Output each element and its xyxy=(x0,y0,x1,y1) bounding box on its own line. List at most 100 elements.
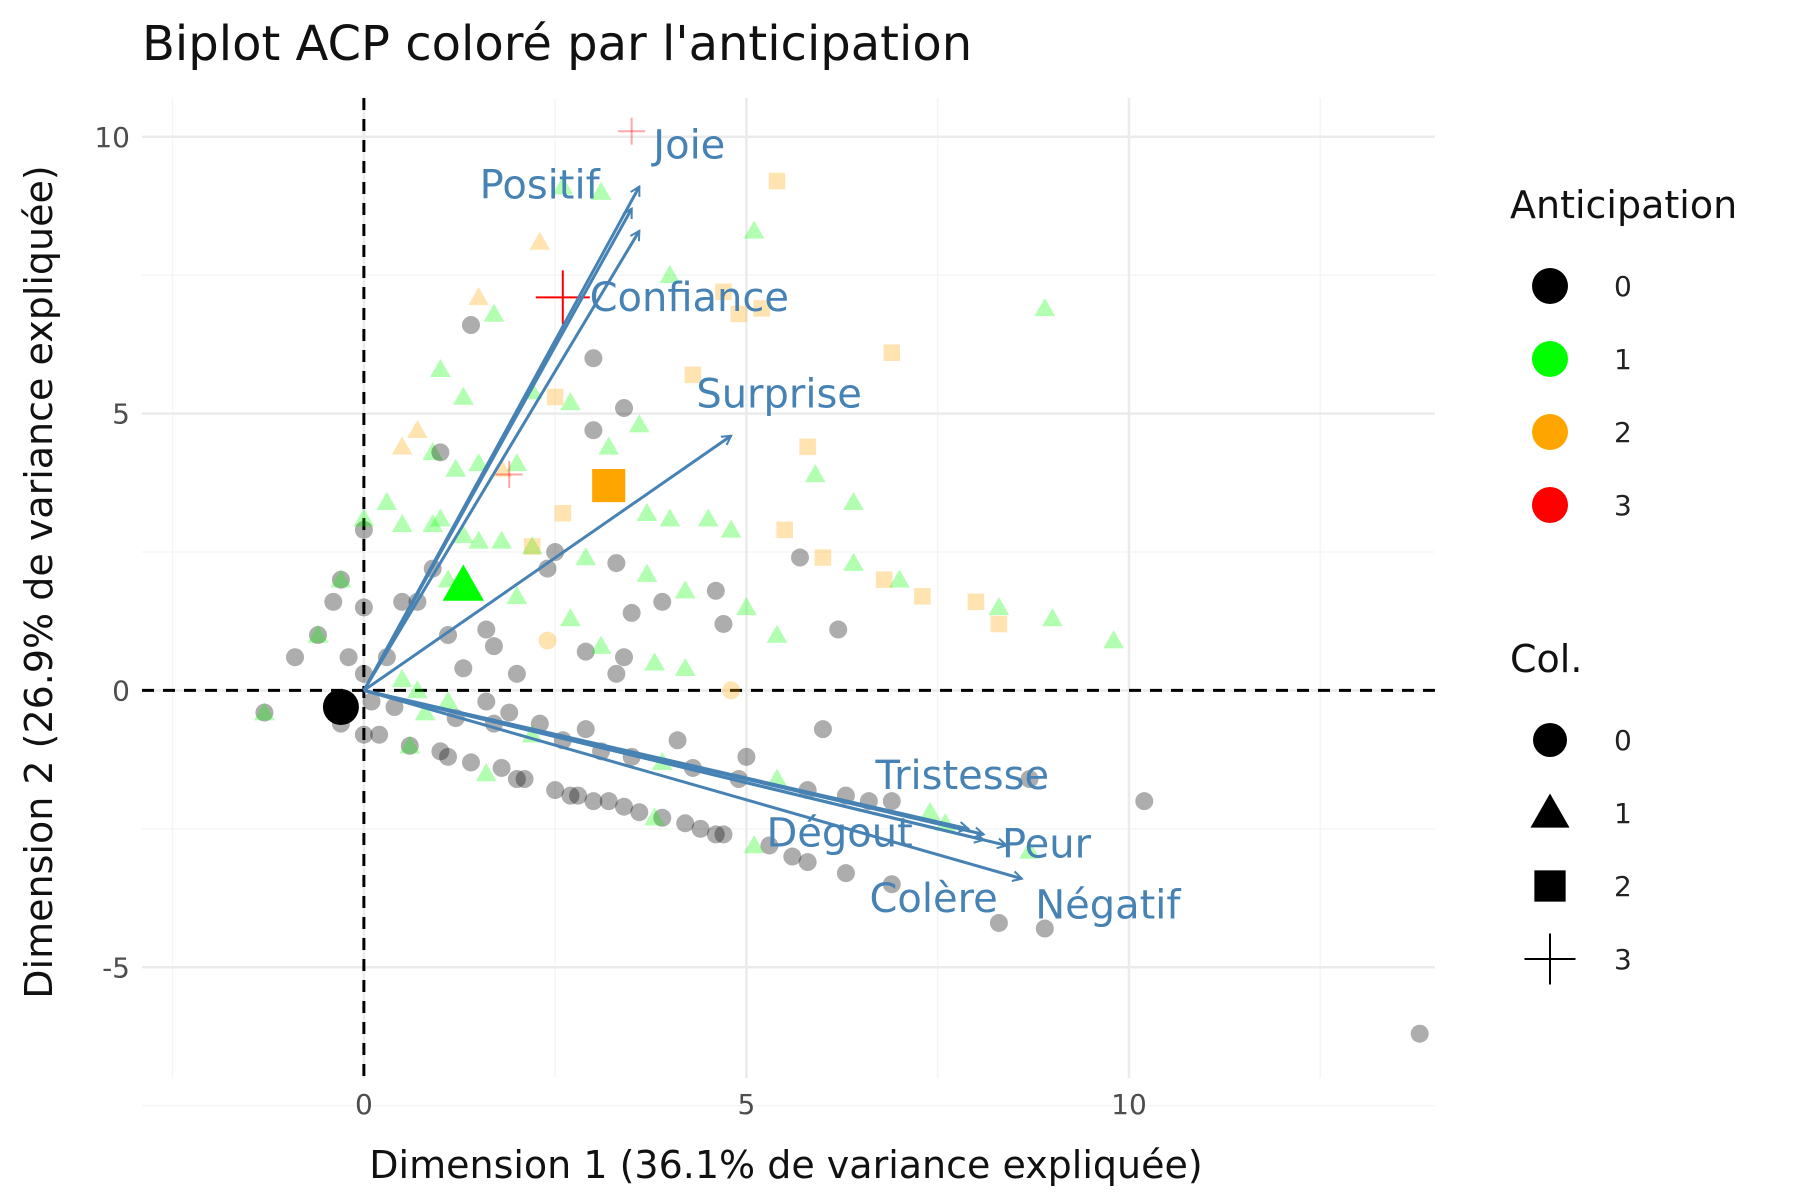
data-point xyxy=(330,569,352,588)
loading-arrow xyxy=(362,209,633,692)
data-point xyxy=(452,386,474,405)
data-point xyxy=(1034,298,1056,317)
data-point xyxy=(339,648,358,667)
data-point xyxy=(254,702,275,721)
data-point xyxy=(475,763,497,782)
legend-title: Col. xyxy=(1510,637,1582,681)
data-point xyxy=(1103,630,1125,649)
data-point xyxy=(1135,792,1154,811)
legend-key xyxy=(1532,341,1568,377)
data-point xyxy=(538,631,557,650)
data-point xyxy=(552,176,574,195)
data-point xyxy=(437,691,459,710)
data-point xyxy=(875,571,893,588)
data-point xyxy=(584,421,603,440)
data-point xyxy=(630,803,649,822)
data-point xyxy=(575,547,597,566)
data-point xyxy=(584,349,603,368)
data-point xyxy=(507,770,526,789)
data-point xyxy=(500,703,519,722)
data-point xyxy=(521,536,543,555)
legend-label: 2 xyxy=(1614,416,1632,449)
y-axis-title: Dimension 2 (26.9% de variance expliquée… xyxy=(17,165,61,998)
legend-key xyxy=(1532,268,1568,304)
data-point xyxy=(560,392,581,411)
data-point xyxy=(506,585,528,605)
data-point xyxy=(919,801,941,820)
data-point xyxy=(598,436,620,455)
loading-arrow xyxy=(363,688,984,839)
data-point xyxy=(422,442,444,461)
data-point xyxy=(783,847,802,866)
loading-label: Négatif xyxy=(1035,883,1181,929)
data-point xyxy=(391,436,413,455)
data-point xyxy=(590,635,612,654)
data-point xyxy=(507,664,526,683)
axis-ticks: 0 5 10 -5 0 5 10 xyxy=(94,121,1146,1121)
data-point xyxy=(391,669,413,688)
loading-arrow xyxy=(363,434,731,692)
data-point xyxy=(622,603,641,622)
data-point xyxy=(370,725,389,744)
legend-label: 0 xyxy=(1614,270,1632,303)
centroid-marker xyxy=(322,689,359,726)
data-point xyxy=(615,648,634,667)
data-point xyxy=(814,549,832,566)
data-point xyxy=(307,624,329,643)
loading-arrow xyxy=(362,231,641,692)
data-point xyxy=(452,525,474,544)
data-point xyxy=(813,720,832,739)
legend: Anticipation 0 1 2 3 Col. 0 1 2 3 xyxy=(1510,183,1737,985)
data-point xyxy=(720,519,742,538)
data-point xyxy=(674,580,696,599)
data-point xyxy=(1410,1024,1429,1043)
data-point xyxy=(1042,608,1063,627)
data-point xyxy=(576,642,595,661)
data-point xyxy=(714,825,733,844)
data-point xyxy=(569,786,588,805)
data-point xyxy=(615,399,634,418)
data-point xyxy=(393,592,412,611)
data-point xyxy=(308,626,327,645)
data-point xyxy=(776,521,793,539)
data-point xyxy=(766,768,788,787)
centroid-marker xyxy=(442,564,485,601)
data-point xyxy=(546,388,564,406)
loading-arrow xyxy=(363,688,1022,878)
y-tick-label: 0 xyxy=(112,674,130,707)
data-point xyxy=(560,608,581,627)
legend-key xyxy=(1533,723,1567,757)
data-point xyxy=(468,530,489,549)
data-point xyxy=(400,736,419,755)
data-point xyxy=(530,714,549,733)
data-point xyxy=(515,770,534,789)
data-point xyxy=(461,753,480,772)
data-point xyxy=(836,864,855,883)
data-point xyxy=(706,825,725,844)
data-point xyxy=(324,592,343,611)
data-point xyxy=(538,559,557,578)
loading-label: Tristesse xyxy=(875,753,1050,799)
loading-label: Peur xyxy=(1002,821,1092,867)
data-point xyxy=(376,491,398,510)
chart-title: Biplot ACP coloré par l'anticipation xyxy=(142,16,972,72)
data-point xyxy=(988,597,1010,616)
data-point xyxy=(584,792,603,811)
data-point xyxy=(843,491,864,510)
data-point xyxy=(576,720,595,739)
data-point xyxy=(546,781,565,800)
data-point xyxy=(354,598,373,617)
data-point xyxy=(506,453,528,472)
data-point xyxy=(722,681,741,700)
data-point xyxy=(439,747,458,766)
legend-key xyxy=(1524,933,1576,985)
reference-lines xyxy=(142,98,1435,1078)
data-point xyxy=(529,231,551,250)
data-point xyxy=(882,792,901,811)
data-point xyxy=(768,172,786,190)
legend-label: 0 xyxy=(1614,724,1632,757)
data-point xyxy=(691,819,710,838)
data-point xyxy=(766,624,788,643)
data-point xyxy=(659,264,681,283)
data-point xyxy=(431,443,450,462)
